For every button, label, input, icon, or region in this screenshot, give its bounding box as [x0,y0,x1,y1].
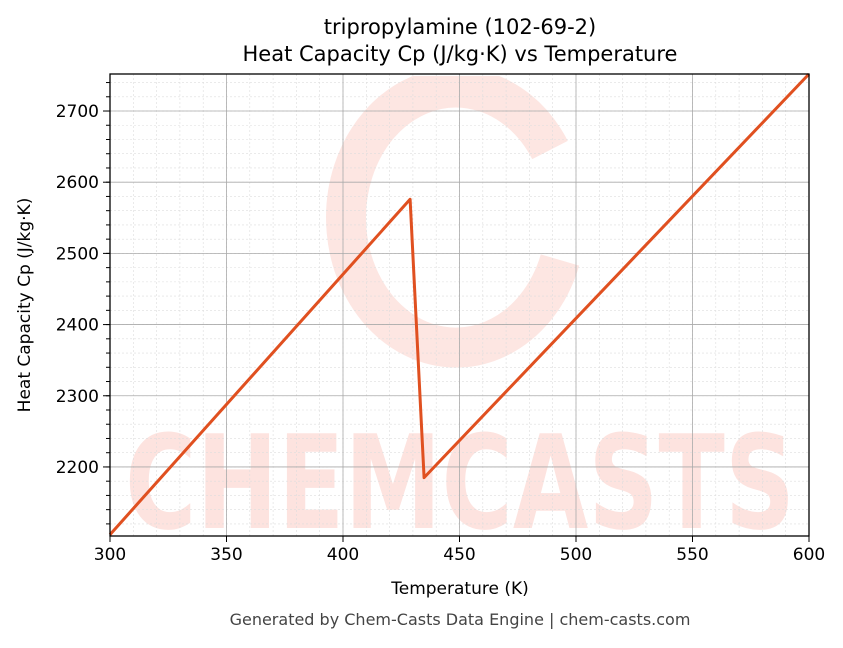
plot-frame [109,73,810,537]
x-axis-label: Temperature (K) [390,579,529,599]
x-tick-label: 350 [210,545,242,565]
footer-text: Generated by Chem-Casts Data Engine | ch… [230,610,691,629]
x-tick-label: 500 [560,545,592,565]
x-tick-label: 400 [327,545,359,565]
chart-subtitle: Heat Capacity Cp (J/kg·K) vs Temperature [243,42,678,66]
chart-title: tripropylamine (102-69-2) [324,15,596,39]
y-tick-label: 2200 [56,458,99,478]
y-tick-label: 2400 [56,316,99,336]
y-tick-label: 2300 [56,387,99,407]
watermark-text: CHEMCASTS [125,407,795,559]
x-tick-label: 450 [443,545,475,565]
y-tick-label: 2600 [56,173,99,193]
watermark: CHEMCASTS [125,76,795,559]
y-tick-label: 2500 [56,244,99,264]
y-axis-label: Heat Capacity Cp (J/kg·K) [15,198,35,413]
x-tick-label: 550 [676,545,708,565]
x-tick-label: 300 [94,545,126,565]
series-line [108,72,811,536]
y-tick-label: 2700 [56,102,99,122]
x-tick-label: 600 [793,545,825,565]
